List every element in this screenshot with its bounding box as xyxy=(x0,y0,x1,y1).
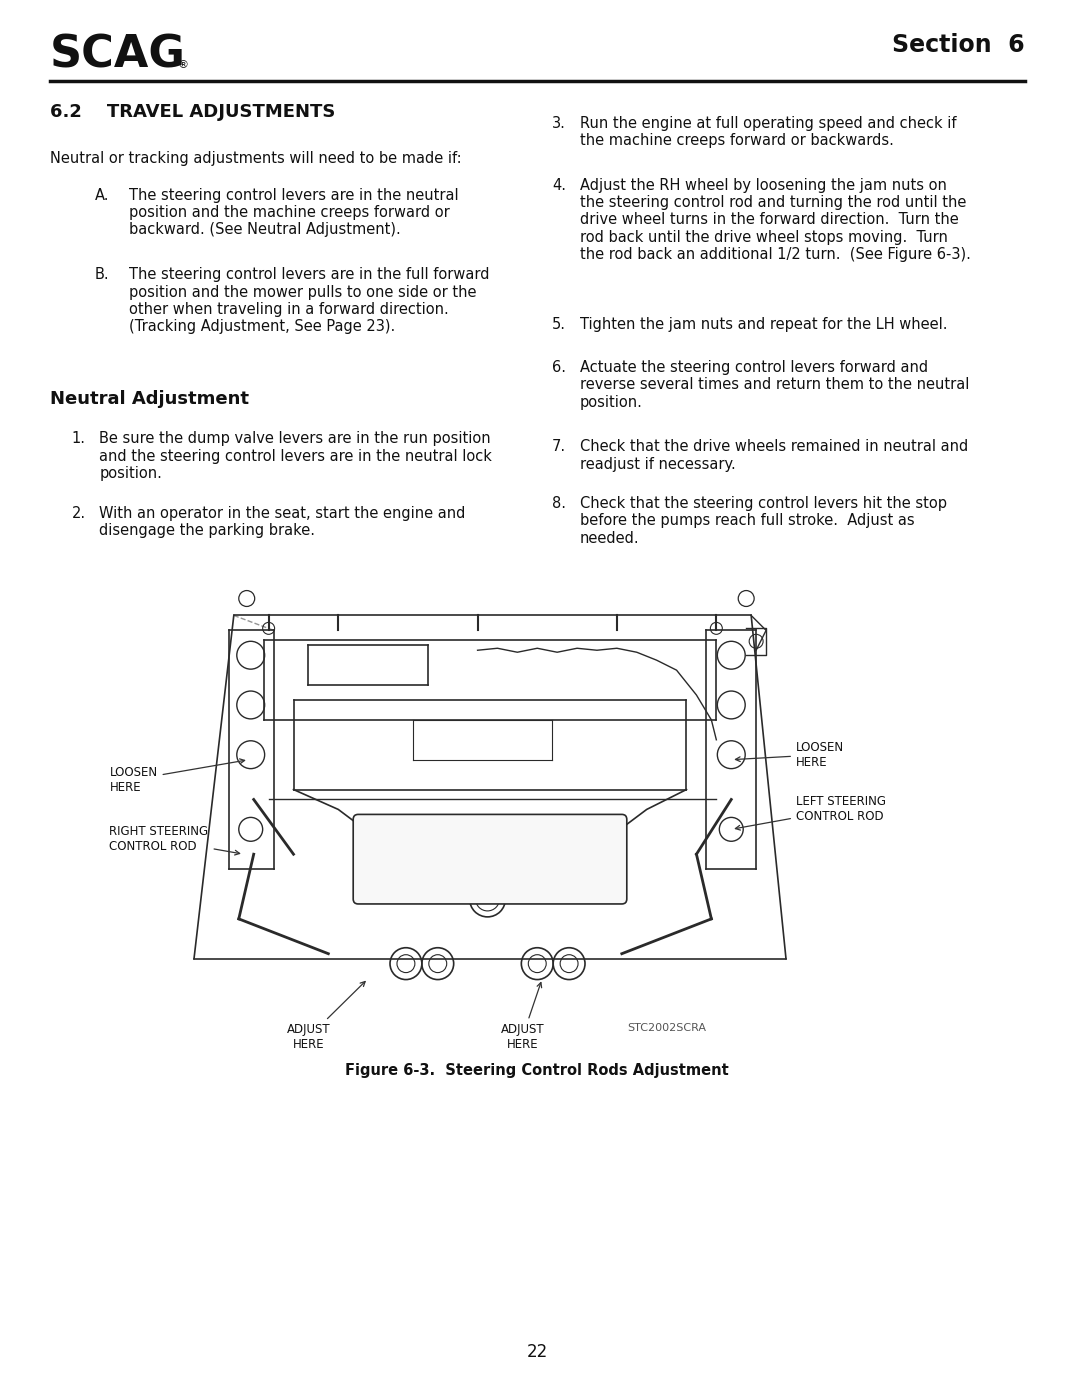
Text: 8.: 8. xyxy=(552,496,566,511)
Text: 2.: 2. xyxy=(71,506,85,521)
Text: 3.: 3. xyxy=(552,116,566,131)
Text: With an operator in the seat, start the engine and
disengage the parking brake.: With an operator in the seat, start the … xyxy=(99,506,465,538)
Text: LEFT STEERING
CONTROL ROD: LEFT STEERING CONTROL ROD xyxy=(735,795,886,830)
Text: Adjust the RH wheel by loosening the jam nuts on
the steering control rod and tu: Adjust the RH wheel by loosening the jam… xyxy=(580,177,971,263)
Circle shape xyxy=(485,895,490,902)
Text: 1.: 1. xyxy=(71,432,85,447)
Text: ADJUST
HERE: ADJUST HERE xyxy=(286,982,365,1052)
Text: 6.: 6. xyxy=(552,360,566,374)
Text: SCAG: SCAG xyxy=(50,34,186,77)
Text: 5.: 5. xyxy=(552,317,566,332)
Text: ADJUST
HERE: ADJUST HERE xyxy=(500,982,544,1052)
Text: Check that the drive wheels remained in neutral and
readjust if necessary.: Check that the drive wheels remained in … xyxy=(580,439,969,472)
Text: A.: A. xyxy=(95,187,109,203)
Text: LOOSEN
HERE: LOOSEN HERE xyxy=(109,759,244,793)
Text: Actuate the steering control levers forward and
reverse several times and return: Actuate the steering control levers forw… xyxy=(580,360,970,409)
Text: 6.2    TRAVEL ADJUSTMENTS: 6.2 TRAVEL ADJUSTMENTS xyxy=(50,103,335,122)
Text: Check that the steering control levers hit the stop
before the pumps reach full : Check that the steering control levers h… xyxy=(580,496,947,546)
Text: Figure 6-3.  Steering Control Rods Adjustment: Figure 6-3. Steering Control Rods Adjust… xyxy=(346,1063,729,1078)
Text: Neutral or tracking adjustments will need to be made if:: Neutral or tracking adjustments will nee… xyxy=(50,151,461,166)
Text: Be sure the dump valve levers are in the run position
and the steering control l: Be sure the dump valve levers are in the… xyxy=(99,432,492,481)
Text: B.: B. xyxy=(95,267,109,282)
Text: LOOSEN
HERE: LOOSEN HERE xyxy=(735,740,845,768)
Text: RIGHT STEERING
CONTROL ROD: RIGHT STEERING CONTROL ROD xyxy=(109,826,240,855)
Text: The steering control levers are in the neutral
position and the machine creeps f: The steering control levers are in the n… xyxy=(130,187,459,237)
Text: Run the engine at full operating speed and check if
the machine creeps forward o: Run the engine at full operating speed a… xyxy=(580,116,957,148)
Text: The steering control levers are in the full forward
position and the mower pulls: The steering control levers are in the f… xyxy=(130,267,490,334)
Text: ®: ® xyxy=(177,60,188,70)
Text: Neutral Adjustment: Neutral Adjustment xyxy=(50,390,248,408)
Text: 22: 22 xyxy=(527,1343,548,1361)
Text: 4.: 4. xyxy=(552,177,566,193)
Text: Tighten the jam nuts and repeat for the LH wheel.: Tighten the jam nuts and repeat for the … xyxy=(580,317,947,332)
Text: 7.: 7. xyxy=(552,439,566,454)
Text: Section  6: Section 6 xyxy=(892,34,1025,57)
Text: STC2002SCRA: STC2002SCRA xyxy=(626,1024,706,1034)
FancyBboxPatch shape xyxy=(353,814,626,904)
